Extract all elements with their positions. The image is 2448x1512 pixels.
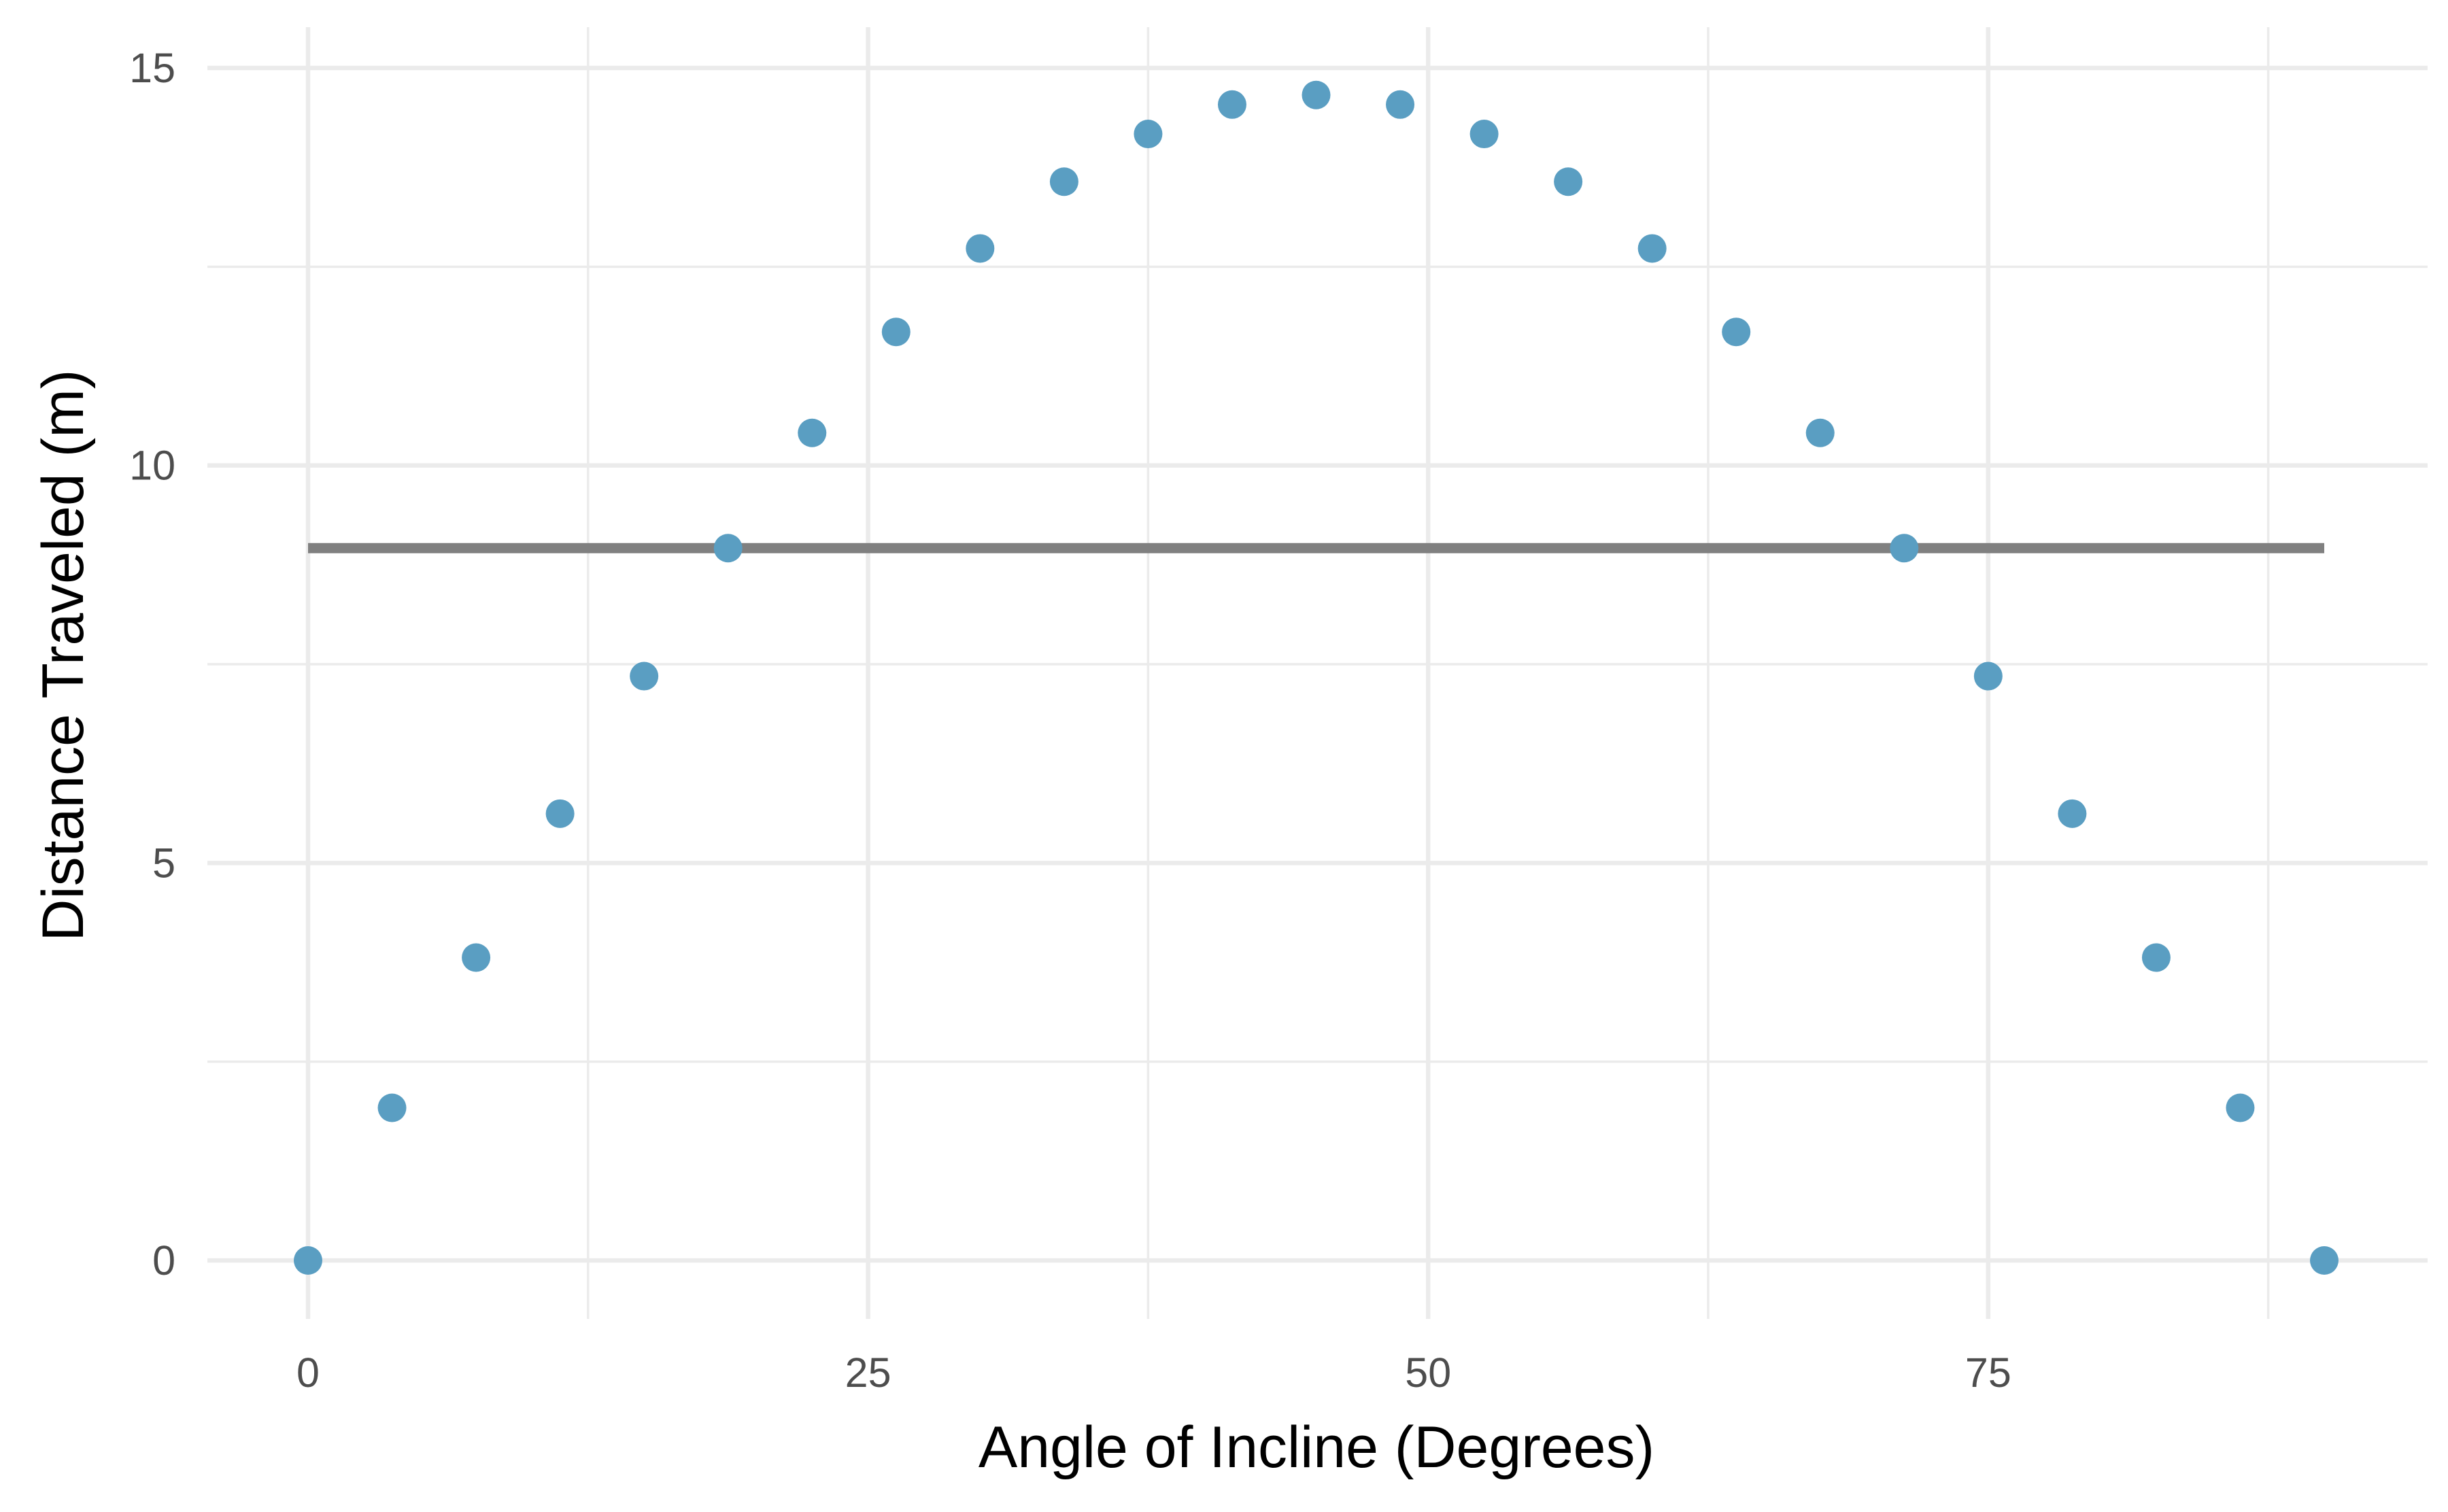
data-point xyxy=(1890,534,1919,563)
x-axis-tick-labels: 0 25 50 75 xyxy=(296,1350,2011,1396)
data-point xyxy=(798,418,827,447)
x-tick-label: 75 xyxy=(1965,1350,2011,1396)
data-point xyxy=(462,943,491,972)
data-point xyxy=(1973,662,2003,691)
y-axis-title: Distance Traveled (m) xyxy=(31,369,96,941)
data-point xyxy=(2141,943,2171,972)
minor-gridlines xyxy=(207,27,2428,1319)
data-points-layer xyxy=(294,80,2339,1275)
x-tick-label: 0 xyxy=(296,1350,320,1396)
data-point xyxy=(377,1093,407,1122)
data-point xyxy=(2226,1093,2255,1122)
data-point xyxy=(1722,317,1751,347)
data-point xyxy=(1049,167,1078,196)
data-point xyxy=(630,662,659,691)
data-point xyxy=(1386,90,1415,119)
data-point xyxy=(966,234,995,263)
data-point xyxy=(2310,1246,2339,1275)
data-point xyxy=(1134,120,1163,149)
data-point xyxy=(545,799,575,828)
y-tick-label: 10 xyxy=(129,443,175,489)
data-point xyxy=(1805,418,1835,447)
x-tick-label: 50 xyxy=(1405,1350,1451,1396)
data-point xyxy=(1469,120,1499,149)
major-gridlines xyxy=(207,27,2428,1319)
x-tick-label: 25 xyxy=(845,1350,891,1396)
y-tick-label: 5 xyxy=(152,840,175,886)
data-point xyxy=(294,1246,322,1275)
data-point xyxy=(713,534,743,563)
y-axis-tick-labels: 0 5 10 15 xyxy=(129,45,175,1284)
data-point xyxy=(2058,799,2087,828)
data-point xyxy=(1302,80,1331,109)
data-point xyxy=(1554,167,1583,196)
y-tick-label: 15 xyxy=(129,45,175,91)
data-point xyxy=(1217,90,1246,119)
y-tick-label: 0 xyxy=(152,1237,175,1284)
data-point xyxy=(881,317,911,347)
x-axis-title: Angle of Incline (Degrees) xyxy=(979,1415,1654,1480)
data-point xyxy=(1637,234,1667,263)
